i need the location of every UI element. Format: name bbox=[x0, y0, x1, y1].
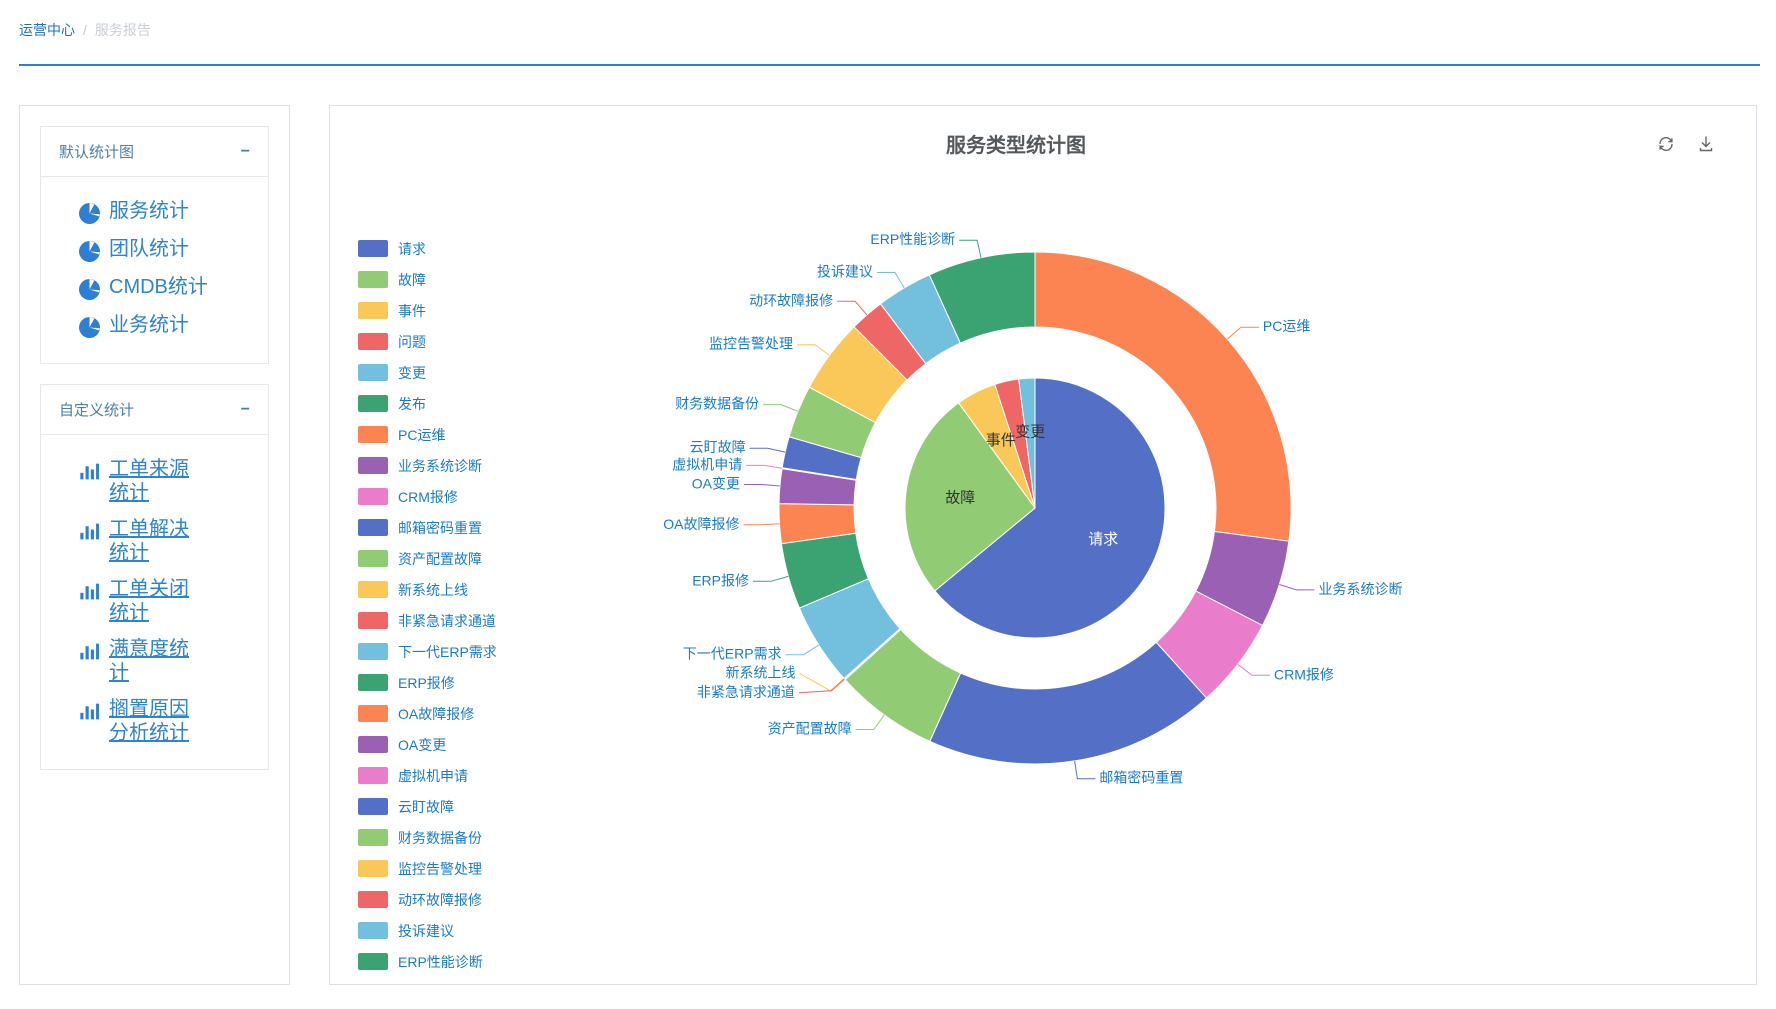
svg-text:事件: 事件 bbox=[986, 432, 1016, 449]
svg-text:下一代ERP需求: 下一代ERP需求 bbox=[683, 646, 782, 662]
svg-text:新系统上线: 新系统上线 bbox=[726, 664, 796, 680]
svg-text:变更: 变更 bbox=[1015, 424, 1045, 441]
svg-text:财务数据备份: 财务数据备份 bbox=[675, 396, 759, 412]
svg-text:邮箱密码重置: 邮箱密码重置 bbox=[1099, 770, 1183, 786]
svg-text:业务系统诊断: 业务系统诊断 bbox=[1319, 581, 1403, 597]
svg-text:PC运维: PC运维 bbox=[1263, 318, 1310, 334]
svg-text:CRM报修: CRM报修 bbox=[1274, 666, 1334, 682]
svg-text:ERP报修: ERP报修 bbox=[692, 572, 749, 588]
svg-text:投诉建议: 投诉建议 bbox=[817, 264, 873, 280]
svg-text:监控告警处理: 监控告警处理 bbox=[709, 336, 793, 352]
svg-text:故障: 故障 bbox=[945, 488, 975, 506]
svg-text:资产配置故障: 资产配置故障 bbox=[768, 721, 852, 737]
svg-text:ERP性能诊断: ERP性能诊断 bbox=[870, 231, 955, 247]
svg-text:OA变更: OA变更 bbox=[692, 476, 740, 492]
svg-text:非紧急请求通道: 非紧急请求通道 bbox=[697, 684, 795, 700]
svg-text:动环故障报修: 动环故障报修 bbox=[749, 292, 833, 308]
svg-text:云盯故障: 云盯故障 bbox=[690, 439, 746, 455]
svg-text:OA故障报修: OA故障报修 bbox=[663, 516, 739, 532]
svg-text:虚拟机申请: 虚拟机申请 bbox=[672, 456, 742, 472]
svg-text:请求: 请求 bbox=[1088, 531, 1118, 548]
